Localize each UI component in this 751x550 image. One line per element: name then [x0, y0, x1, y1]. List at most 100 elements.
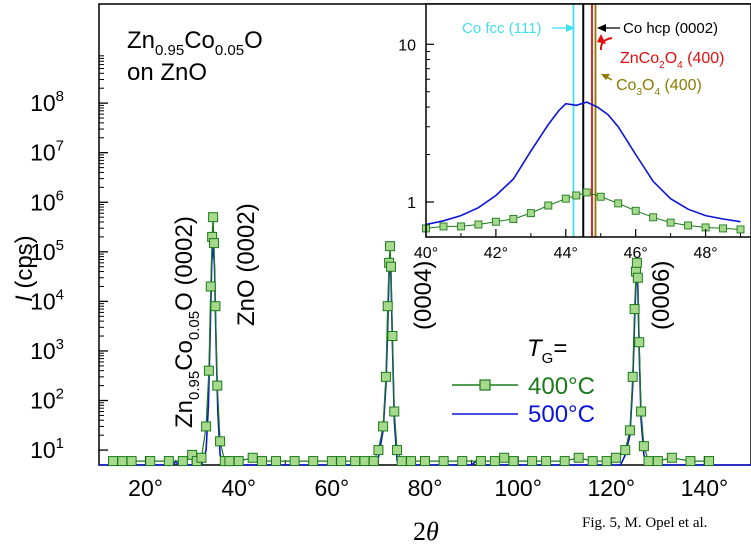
series-400-point	[610, 452, 621, 463]
inset-series-400-point	[439, 222, 448, 231]
series-400-point	[224, 456, 235, 467]
sample-substrate-label: on ZnO	[127, 59, 207, 86]
y-tick-label: 103	[30, 336, 64, 364]
x-tick-label: 20°	[128, 475, 163, 501]
series-400-point	[107, 456, 118, 467]
series-400-point	[392, 445, 403, 456]
series-400-point	[163, 456, 174, 467]
series-400-point	[373, 445, 384, 456]
series-400-point	[634, 337, 645, 348]
inset-series-400-point	[666, 218, 675, 227]
peak-label-0006: (0006)	[648, 261, 675, 330]
inset-series-400-point	[474, 220, 483, 229]
series-400-point	[438, 456, 449, 467]
inset-x-tick-label: 48°	[693, 245, 717, 262]
peak-label-0004: (0004)	[410, 261, 437, 330]
inset-series-400-point	[526, 209, 535, 218]
y-tick-label: 105	[30, 237, 64, 265]
series-400-point	[177, 456, 188, 467]
series-400-point	[382, 301, 393, 312]
inset-series-400-point	[736, 225, 745, 234]
y-axis-title: I (cps)	[11, 235, 38, 302]
inset-series-400-point	[719, 224, 727, 233]
inset-background	[426, 4, 751, 237]
series-400-point	[359, 456, 370, 467]
y-tick-label: 101	[30, 435, 64, 463]
inset-series-400-point	[572, 191, 581, 200]
series-400-point	[326, 456, 337, 467]
series-400-point	[499, 452, 510, 463]
inset-x-tick-label: 42°	[484, 245, 508, 262]
series-400-point	[126, 456, 137, 467]
znco2o4-label: ZnCo2O4 (400)	[620, 50, 725, 71]
inset-series-400-point	[509, 215, 518, 223]
series-400-point	[289, 456, 300, 467]
series-400-point	[652, 456, 663, 467]
series-400-point	[270, 456, 281, 467]
legend: TG= 400°C 500°C	[452, 335, 595, 428]
inset-y-tick-label: 10	[398, 37, 416, 54]
series-400-point	[420, 456, 430, 467]
series-400-point	[210, 301, 221, 312]
series-400-point	[387, 331, 398, 342]
series-400-point	[508, 456, 519, 467]
series-400-point	[308, 456, 319, 467]
series-400-point	[636, 406, 647, 417]
series-400-point	[638, 441, 649, 452]
series-400-point	[350, 456, 361, 467]
co3o4-arrowhead	[601, 74, 610, 80]
inset-x-tick-label: 40°	[414, 245, 438, 262]
series-400-point	[145, 456, 156, 467]
series-400-point	[117, 456, 128, 467]
inset-series-400-point	[684, 221, 693, 230]
series-400-point	[380, 371, 391, 382]
series-400-point	[378, 421, 389, 432]
series-400-point	[457, 456, 468, 467]
inset-x-tick-label: 44°	[554, 245, 578, 262]
inset-y-tick-label: 1	[407, 195, 416, 212]
inset-series-500-line	[425, 101, 741, 226]
series-400-point	[389, 406, 400, 417]
series-400-point	[704, 456, 715, 467]
series-400-point	[336, 456, 347, 467]
series-400-point	[629, 304, 640, 315]
znco2o4-arrowhead	[597, 34, 606, 44]
series-400-point	[685, 456, 696, 467]
x-tick-label: 120°	[587, 475, 635, 501]
series-400-point	[247, 452, 258, 463]
series-400-point	[385, 241, 396, 252]
x-tick-label: 140°	[681, 475, 729, 501]
series-400-point	[386, 261, 397, 272]
series-400-point	[368, 456, 379, 467]
series-400-point	[406, 456, 417, 467]
series-400-point	[212, 380, 223, 391]
series-400-point	[257, 456, 267, 467]
co-hcp-label: Co hcp (0002)	[623, 20, 718, 37]
series-400-point	[203, 365, 214, 376]
series-400-point	[201, 421, 212, 432]
y-tick-label: 108	[30, 88, 64, 116]
inset-x-tick-label: 46°	[624, 245, 648, 262]
x-tick-label: 40°	[221, 475, 256, 501]
x-tick-label: 100°	[494, 475, 542, 501]
figure-caption: Fig. 5, M. Opel et al.	[582, 515, 707, 531]
legend-500-label: 500°C	[528, 401, 595, 428]
series-400-point	[209, 238, 220, 249]
y-tick-label: 104	[30, 286, 64, 314]
series-400-point	[624, 425, 635, 436]
co-fcc-label: Co fcc (111)	[462, 20, 541, 37]
series-400-point	[620, 445, 631, 456]
series-400-point	[627, 371, 638, 382]
inset-series-400-point	[596, 192, 605, 201]
inset-series-400-point	[456, 222, 465, 231]
series-400-point	[601, 456, 612, 467]
inset-series-400-point	[631, 206, 640, 215]
film-peak-label: Zn0.95Co0.05O (0002)	[171, 216, 203, 428]
series-400-point	[643, 456, 654, 467]
series-400-point	[208, 212, 219, 223]
inset-series-400-point	[544, 201, 553, 210]
y-tick-label: 107	[30, 138, 64, 166]
series-400-point	[631, 257, 642, 268]
x-axis-title: 2θ	[413, 517, 439, 546]
